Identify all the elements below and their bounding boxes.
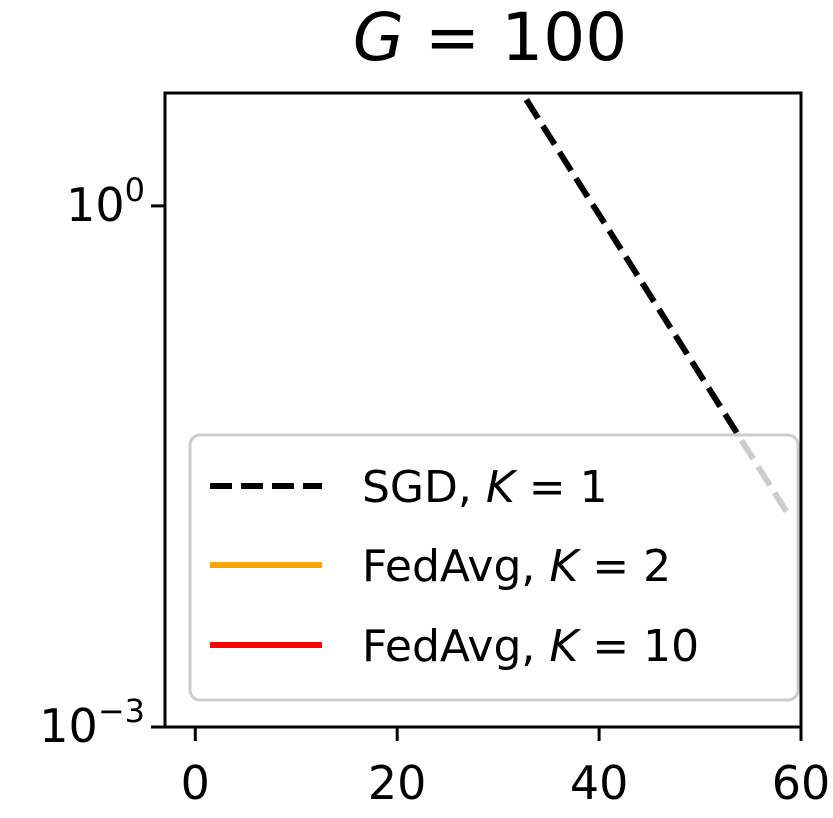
legend-label-prefix: SGD,: [362, 462, 486, 513]
x-tick-label: 0: [181, 756, 210, 810]
legend-label-sgd: SGD, K = 1: [362, 462, 608, 513]
legend-label-variable: K: [549, 541, 581, 592]
y-tick-base: 10: [39, 699, 98, 753]
y-tick-label: 100: [66, 171, 145, 232]
legend-label-prefix: FedAvg,: [362, 541, 549, 592]
x-tick-label: 60: [772, 756, 831, 810]
series-layer: [518, 93, 794, 521]
x-tick-label: 40: [570, 756, 629, 810]
y-tick-label: 10−3: [39, 692, 145, 753]
y-tick-exponent: −3: [98, 692, 145, 730]
legend-label-suffix: = 1: [515, 462, 608, 513]
y-axis-ticks: 10310010−3: [39, 171, 165, 753]
legend-frame: [188, 433, 800, 702]
chart-title: G = 100: [353, 0, 627, 76]
series-line-sgd: [518, 93, 794, 521]
title-equals: =: [404, 0, 501, 76]
y-tick-base: 10: [66, 178, 125, 232]
title-variable: G: [353, 0, 404, 76]
x-tick-label: 20: [368, 756, 427, 810]
x-axis-ticks: 0 20 40 60: [181, 727, 831, 810]
legend-label-prefix: FedAvg,: [362, 621, 549, 672]
legend-label-fedavg_k10: FedAvg, K = 10: [362, 621, 699, 672]
legend-label-fedavg_k2: FedAvg, K = 2: [362, 541, 671, 592]
axes-frame: [163, 91, 803, 729]
y-tick-exponent: 0: [125, 171, 145, 209]
legend-label-variable: K: [549, 621, 581, 672]
title-value: 100: [501, 0, 627, 76]
legend-label-suffix: = 10: [578, 621, 699, 672]
legend-label-variable: K: [486, 462, 518, 513]
legend-label-suffix: = 2: [578, 541, 671, 592]
